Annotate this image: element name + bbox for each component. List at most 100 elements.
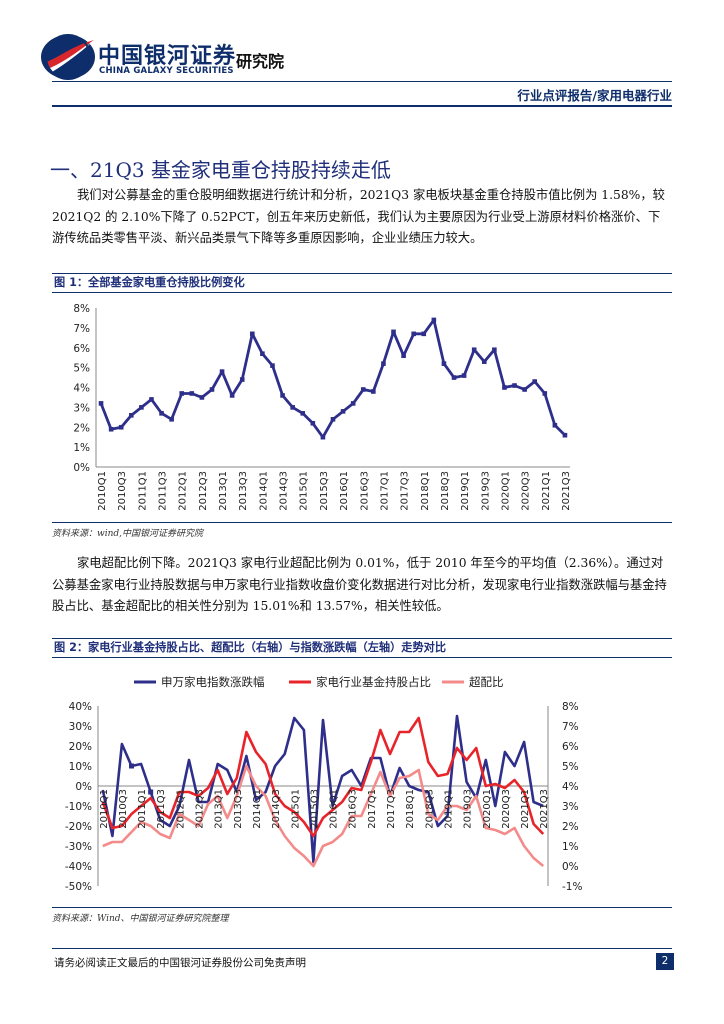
x-tick-label: 2015Q1 [290,789,301,829]
x-tick-label: 2017Q3 [386,789,397,829]
x-tick-label: 2010Q3 [117,471,128,511]
right-tick-label: 7% [562,721,579,733]
data-point [320,434,326,440]
x-tick-label: 2011Q1 [137,471,148,511]
data-point [229,393,235,398]
x-tick-label: 2020Q3 [521,471,532,511]
data-point [451,375,457,380]
data-point [391,329,396,335]
x-tick-label: 2017Q1 [379,471,390,511]
data-point [502,385,507,390]
data-point [199,395,205,400]
data-point [431,317,437,323]
data-point [381,361,386,366]
legend-label: 申万家电指数涨跌幅 [161,675,265,689]
x-tick-label: 2015Q1 [299,471,310,511]
footer-divider [52,948,672,949]
data-point [290,405,295,410]
x-tick-label: 2021Q1 [541,471,552,511]
data-point [310,420,316,426]
x-tick-label: 2010Q1 [97,471,108,511]
left-tick-label: 20% [69,741,92,753]
data-point [250,331,255,337]
right-tick-label: 8% [562,701,579,713]
x-tick-label: 2018Q3 [424,789,435,829]
data-point [522,387,527,392]
data-point [360,387,366,392]
data-point [149,397,154,402]
x-tick-label: 2019Q1 [460,471,471,511]
x-tick-label: 2019Q3 [463,789,474,829]
x-tick-label: 2015Q3 [319,471,330,511]
x-tick-label: 2017Q3 [400,471,411,511]
left-tick-label: -40% [65,861,92,873]
data-point [159,411,164,416]
y-tick-label: 7% [73,323,90,335]
y-tick-label: 1% [73,442,90,454]
left-tick-label: 40% [69,701,92,713]
y-tick-label: 0% [73,462,90,474]
y-tick-label: 8% [73,303,90,315]
legend-label: 家电行业基金持股占比 [316,675,431,689]
data-point [411,331,416,337]
section-title: 一、21Q3 基金家电重仓持股持续走低 [50,158,391,182]
data-point [461,373,467,378]
data-point [330,417,336,422]
figure-2-chart: 申万家电指数涨跌幅 家电行业基金持股占比 超配比 -50% -40% -30% -20% -1… [65,675,583,893]
x-tick-label: 2014Q1 [258,471,269,511]
y-tick-label: 2% [73,422,90,434]
x-tick-label: 2018Q1 [405,789,416,829]
x-tick-label: 2016Q1 [329,789,340,829]
x-tick-label: 2021Q3 [561,471,572,511]
y-tick-label: 5% [73,363,90,375]
brand-name-en: CHINA GALAXY SECURITIES [99,66,234,76]
x-tick-label: 2019Q3 [480,471,491,511]
right-tick-label: 5% [562,761,579,773]
right-tick-label: 4% [562,781,579,793]
data-point [179,391,185,396]
figure-2-caption: 图 2：家电行业基金持股占比、超配比（右轴）与指数涨跌幅（左轴）走势对比 [52,638,672,658]
data-point [532,379,538,384]
x-tick-label: 2017Q1 [367,789,378,829]
figure-1-caption: 图 1：全部基金家电重仓持股比例变化 [52,273,672,293]
x-tick-label: 2012Q1 [178,471,189,511]
figure-2-source: 资料来源：Wind、中国银河证券研究院整理 [52,907,672,924]
right-tick-label: 6% [562,741,579,753]
data-point [441,361,447,366]
x-tick-label: 2010Q1 [99,789,110,829]
data-point [189,391,195,396]
right-tick-label: 1% [562,841,579,853]
body-paragraph-2: 家电超配比例下降。2021Q3 家电行业超配比例为 0.01%，低于 2010 … [52,556,667,613]
x-tick-label: 2016Q1 [339,471,350,511]
data-point [300,411,306,416]
x-tick-label: 2018Q3 [440,471,451,511]
x-tick-label: 2018Q1 [420,471,431,511]
figure-1-source: 资料来源：wind,中国银河证券研究院 [52,522,672,539]
x-tick-label: 2013Q3 [233,789,244,829]
galaxy-logo [41,34,95,80]
data-point [139,405,144,410]
x-tick-label: 2020Q1 [500,471,511,511]
x-tick-label: 2012Q3 [195,789,206,829]
data-point [209,387,215,392]
series-marker [129,763,135,769]
series-line-3 [102,764,545,868]
x-tick-label: 2011Q3 [156,789,167,829]
data-point [108,426,114,432]
x-tick-label: 2016Q3 [348,789,359,829]
data-point [512,383,517,388]
series-marker [148,789,154,795]
data-point [401,353,406,358]
x-tick-label: 2013Q3 [238,471,249,511]
left-tick-label: 30% [69,721,92,733]
left-tick-label: 0% [75,781,92,793]
data-point [260,351,265,357]
brand-name-cn: 中国银河证券 [98,44,237,69]
legend-label: 超配比 [469,675,504,689]
x-tick-label: 2020Q3 [501,789,512,829]
left-tick-label: -20% [65,821,92,833]
x-tick-label: 2021Q3 [539,789,550,829]
data-point [562,432,568,438]
data-point [492,347,497,353]
left-tick-label: -30% [65,841,92,853]
